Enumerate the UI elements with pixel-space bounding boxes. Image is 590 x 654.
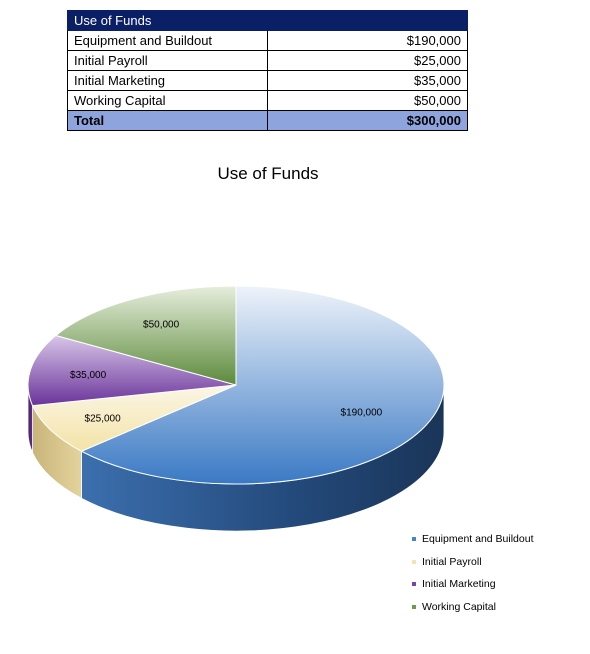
legend-label: Initial Payroll [422, 555, 482, 568]
legend-swatch [412, 559, 416, 564]
table-row: Equipment and Buildout $190,000 [67, 30, 468, 51]
legend-item-equipment-and-buildout: Equipment and Buildout [412, 528, 534, 551]
legend-label: Equipment and Buildout [422, 533, 534, 546]
row-label: Working Capital [67, 90, 268, 111]
chart-title: Use of Funds [217, 164, 319, 183]
data-label-equipment-and-buildout: $190,000 [341, 408, 383, 419]
pie-slice-initial-marketing [27, 334, 237, 407]
pie-slice-working-capital [54, 285, 237, 386]
table-header: Use of Funds [67, 10, 468, 31]
legend-swatch [412, 582, 416, 587]
pie-slice-initial-payroll [31, 384, 237, 452]
row-label: Equipment and Buildout [67, 30, 268, 51]
legend-item-working-capital: Working Capital [412, 596, 534, 619]
legend-label: Initial Marketing [422, 578, 496, 591]
data-label-initial-payroll: $25,000 [85, 413, 122, 424]
table-header-row: Use of Funds [67, 10, 468, 31]
legend-label: Working Capital [422, 600, 496, 613]
legend-swatch [412, 604, 416, 609]
legend-item-initial-payroll: Initial Payroll [412, 551, 534, 574]
data-label-working-capital: $50,000 [143, 319, 180, 330]
total-value: $300,000 [267, 110, 468, 131]
data-label-initial-marketing: $35,000 [70, 370, 107, 381]
legend-item-initial-marketing: Initial Marketing [412, 573, 534, 596]
pie-slice-equipment-and-buildout [80, 285, 445, 485]
legend-swatch [412, 537, 416, 542]
table-total-row: Total $300,000 [67, 110, 468, 131]
table-row: Working Capital $50,000 [67, 90, 468, 111]
pie-labels: $190,000 $25,000 $35,000 $50,000 [70, 319, 383, 424]
total-label: Total [67, 110, 268, 131]
use-of-funds-table: Use of Funds Equipment and Buildout $190… [67, 10, 468, 131]
pie-tops [27, 285, 445, 485]
row-label: Initial Marketing [67, 70, 268, 91]
pie-sides [27, 384, 445, 532]
chart-legend: Equipment and Buildout Initial Payroll Ini… [412, 528, 534, 618]
